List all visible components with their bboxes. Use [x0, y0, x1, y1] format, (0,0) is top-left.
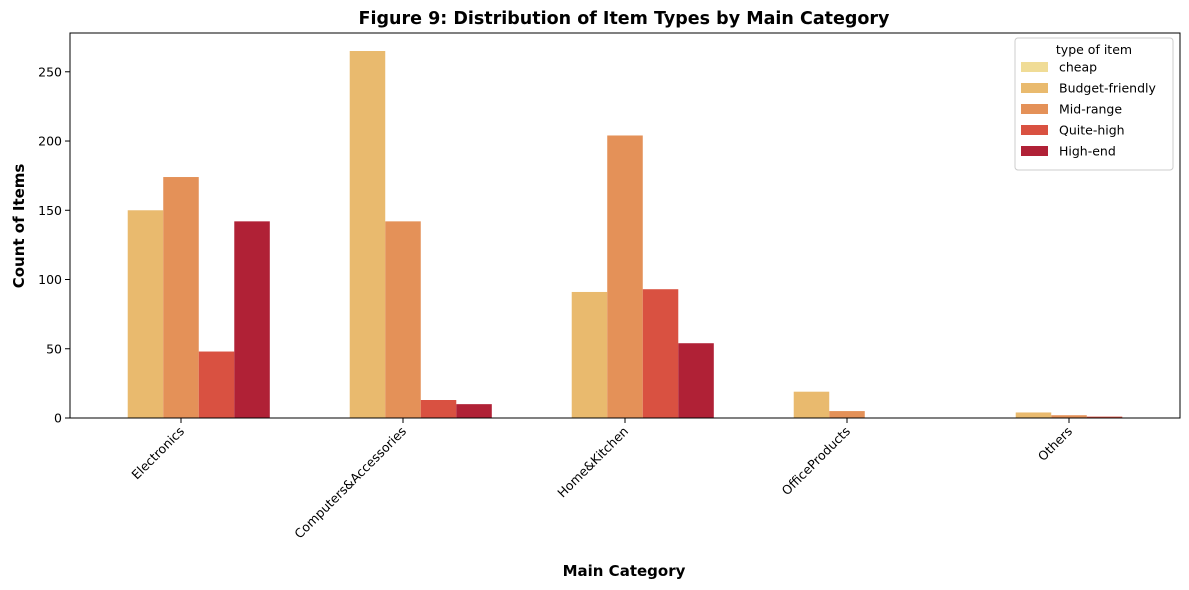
x-axis-label: Main Category [563, 562, 686, 580]
bar-quite-high-4 [1086, 416, 1123, 418]
legend-entry: Quite-high [1059, 123, 1125, 138]
x-tick-label: OfficeProducts [779, 424, 854, 499]
y-tick-label: 0 [54, 411, 62, 426]
legend-box [1014, 37, 1174, 171]
bar-mid-range-3 [829, 411, 865, 418]
legend-swatch [1021, 146, 1048, 156]
plot-area: 0 50 100 150 200 250 Electronics Computers&Acce… [38, 32, 1181, 542]
bar-quite-high-1 [420, 400, 457, 418]
legend-swatch [1021, 104, 1048, 114]
legend-swatch [1021, 62, 1048, 72]
y-tick-label: 100 [38, 272, 62, 287]
y-tick-label: 250 [38, 64, 62, 79]
bar-mid-range-1 [385, 221, 421, 418]
legend-swatch [1021, 83, 1048, 93]
bar-high-end-0 [234, 221, 270, 418]
bar-mid-range-0 [163, 177, 199, 418]
y-tick-label: 200 [38, 134, 62, 149]
chart-title: Figure 9: Distribution of Item Types by … [359, 9, 890, 29]
legend-entry: Budget-friendly [1059, 81, 1157, 96]
x-tick-label: Home&Kitchen [554, 424, 631, 501]
x-tick-label: Computers&Accessories [291, 424, 409, 542]
x-tick-label: Electronics [128, 424, 187, 483]
bar-budget-friendly-1 [349, 51, 386, 418]
bar-budget-friendly-4 [1015, 412, 1052, 418]
bar-high-end-1 [456, 404, 492, 418]
legend: type of item cheap Budget-friendly Mid-rang… [1014, 37, 1174, 171]
bar-quite-high-0 [198, 351, 235, 418]
bar-mid-range-2 [607, 135, 643, 419]
bar-mid-range-4 [1051, 415, 1087, 418]
bar-quite-high-2 [642, 289, 679, 418]
bar-high-end-2 [678, 343, 714, 418]
y-tick-label: 150 [38, 203, 62, 218]
legend-title: type of item [1056, 42, 1132, 57]
y-axis-label: Count of Items [10, 164, 28, 289]
legend-entry: cheap [1059, 60, 1097, 75]
bar-budget-friendly-0 [127, 210, 164, 418]
legend-entry: High-end [1059, 144, 1116, 159]
legend-swatch [1021, 125, 1048, 135]
x-tick-label: Others [1035, 424, 1075, 464]
legend-entry: Mid-range [1059, 102, 1122, 117]
y-tick-label: 50 [46, 341, 62, 356]
bar-budget-friendly-3 [793, 391, 830, 418]
axes-frame [69, 32, 1181, 419]
bar-budget-friendly-2 [571, 291, 608, 418]
